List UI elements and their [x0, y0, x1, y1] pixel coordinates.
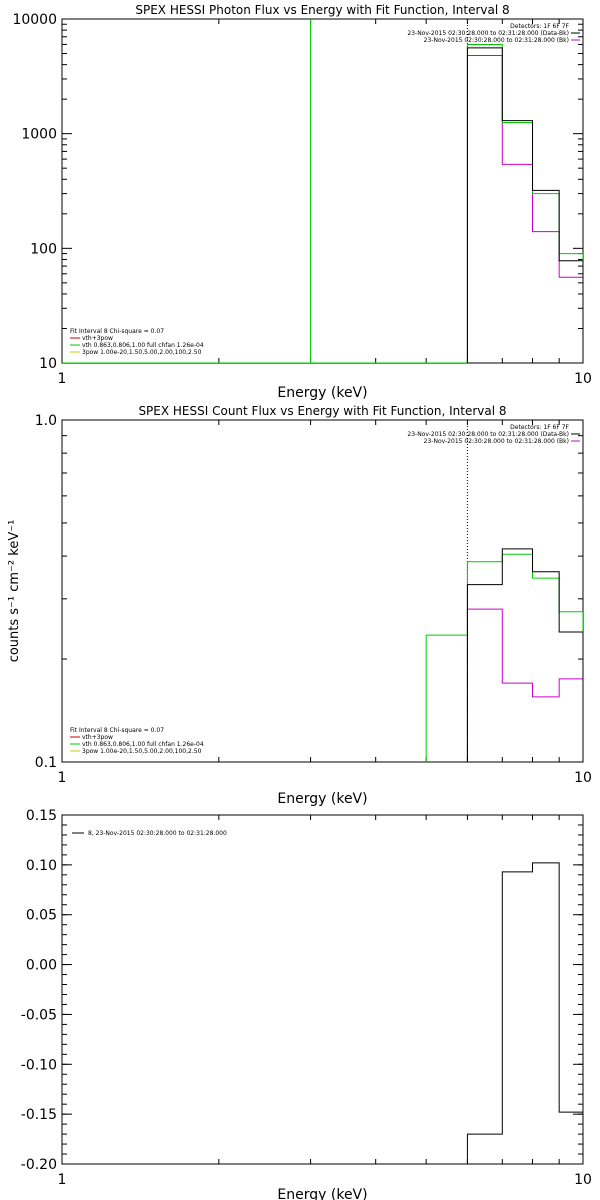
- y-tick-label: -0.05: [21, 1007, 57, 1023]
- legend-text: 23-Nov-2015 02:30:28.000 to 02:31:28.000…: [407, 30, 569, 37]
- series-line-data: [466, 47, 583, 363]
- legend-text: vth+3pow: [82, 734, 113, 741]
- x-tick-label: 10: [574, 371, 592, 387]
- series-group: [425, 420, 583, 762]
- x-axis-label: Energy (keV): [277, 385, 367, 401]
- series-group: [466, 862, 583, 1164]
- y-tick-label: 1000: [21, 127, 57, 143]
- y-axis-label: counts s⁻¹ cm⁻² keV⁻¹: [7, 520, 22, 663]
- legend-text: vth+3pow: [82, 335, 113, 342]
- y-tick-label: 100: [30, 241, 57, 257]
- x-tick-label: 10: [574, 770, 592, 786]
- chart-panel-photon: SPEX HESSI Photon Flux vs Energy with Fi…: [12, 3, 591, 401]
- series-line-data: [466, 862, 583, 1164]
- chart-title: SPEX HESSI Count Flux vs Energy with Fit…: [138, 404, 506, 418]
- y-tick-label: -0.20: [21, 1157, 57, 1173]
- y-tick-label: 0.00: [26, 958, 57, 974]
- plot-frame: [61, 419, 584, 763]
- x-tick-label: 10: [574, 1172, 592, 1188]
- y-tick-label: -0.15: [21, 1107, 57, 1123]
- y-tick-label: 0.15: [26, 808, 57, 824]
- x-tick-label: 1: [58, 770, 67, 786]
- y-tick-label: 0.05: [26, 908, 57, 924]
- x-axis-label: Energy (keV): [277, 791, 367, 807]
- plot-frame: [61, 18, 584, 364]
- y-tick-label: 0.10: [26, 858, 57, 874]
- y-tick-label: 10000: [12, 12, 57, 28]
- series-line-bk: [466, 55, 583, 363]
- series-group: [62, 19, 583, 363]
- legend-text: Fit Interval 8 Chi-square = 0.07: [70, 328, 164, 335]
- y-tick-label: 10: [39, 356, 57, 372]
- chart-title: SPEX HESSI Photon Flux vs Energy with Fi…: [135, 3, 509, 17]
- legend-text: Detectors: 1F 6F 7F: [510, 23, 569, 30]
- legend-text: vth 0.863,0.806,1.00 full chfan 1.26e-04: [82, 342, 204, 349]
- plot-frame: [61, 814, 584, 1165]
- x-tick-label: 1: [58, 371, 67, 387]
- series-line-bk: [466, 608, 583, 762]
- legend-text: 23-Nov-2015 02:30:28.000 to 02:31:28.000…: [424, 37, 569, 44]
- legend-text: vth 0.863,0.806,1.00 full chfan 1.26e-04: [82, 741, 204, 748]
- series-line-model: [62, 19, 583, 363]
- y-tick-label: -0.10: [21, 1057, 57, 1073]
- legend-text: Fit Interval 8 Chi-square = 0.07: [70, 727, 164, 734]
- legend-text: 23-Nov-2015 02:30:28.000 to 02:31:28.000…: [407, 431, 569, 438]
- legend-text: 3pow 1.00e-20,1.50,5.00,2.00,100,2.50: [82, 748, 202, 755]
- legend-text: 23-Nov-2015 02:30:28.000 to 02:31:28.000…: [424, 438, 569, 445]
- series-line-data: [466, 548, 583, 762]
- x-tick-label: 1: [58, 1172, 67, 1188]
- y-tick-label: 0.1: [35, 755, 57, 771]
- series-line-model: [425, 553, 583, 762]
- legend-text: 8, 23-Nov-2015 02:30:28.000 to 02:31:28.…: [88, 830, 227, 837]
- legend-text: 3pow 1.00e-20,1.50,5.00,2.00,100,2.50: [82, 349, 202, 356]
- chart-panel-residual: Energy (keV) 1 10 -0.20 -0.15 -0.10 -0.05 0.00 0…: [21, 808, 592, 1200]
- x-axis-label: Energy (keV): [277, 1187, 367, 1200]
- y-tick-label: 1.0: [35, 413, 57, 429]
- legend-text: Detectors: 1F 6F 7F: [510, 424, 569, 431]
- chart-panel-count: SPEX HESSI Count Flux vs Energy with Fit…: [7, 404, 592, 807]
